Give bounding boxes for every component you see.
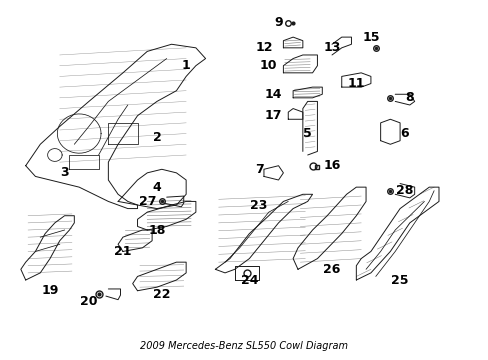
- Text: 5: 5: [303, 127, 311, 140]
- Text: 23: 23: [250, 198, 267, 212]
- Text: 16: 16: [323, 159, 340, 172]
- Text: 9: 9: [274, 16, 282, 29]
- Text: 8: 8: [405, 91, 413, 104]
- Text: 2009 Mercedes-Benz SL550 Cowl Diagram: 2009 Mercedes-Benz SL550 Cowl Diagram: [140, 342, 348, 351]
- Text: 11: 11: [347, 77, 365, 90]
- Text: 7: 7: [254, 163, 263, 176]
- Text: 15: 15: [362, 31, 379, 44]
- Text: 19: 19: [41, 284, 59, 297]
- Text: 3: 3: [60, 166, 69, 179]
- Text: 24: 24: [240, 274, 258, 287]
- Text: 12: 12: [255, 41, 272, 54]
- Text: 28: 28: [395, 184, 413, 197]
- Text: 20: 20: [80, 295, 98, 308]
- Text: 4: 4: [152, 181, 161, 194]
- Text: 25: 25: [390, 274, 408, 287]
- Text: 2: 2: [152, 131, 161, 144]
- Text: 1: 1: [182, 59, 190, 72]
- Text: 26: 26: [323, 263, 340, 276]
- Text: 14: 14: [264, 88, 282, 101]
- Text: 21: 21: [114, 245, 131, 258]
- Text: 17: 17: [264, 109, 282, 122]
- Text: 13: 13: [323, 41, 340, 54]
- Text: 18: 18: [148, 224, 165, 237]
- Text: 27: 27: [138, 195, 156, 208]
- Text: 22: 22: [153, 288, 170, 301]
- Text: 6: 6: [400, 127, 408, 140]
- Text: 10: 10: [260, 59, 277, 72]
